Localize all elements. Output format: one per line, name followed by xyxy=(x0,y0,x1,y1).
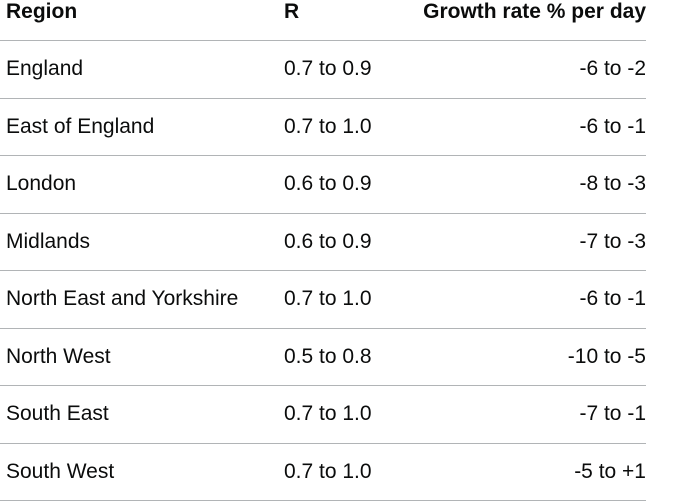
table-cell: 0.7 to 1.0 xyxy=(278,385,404,444)
header-row: Region R Growth rate % per day xyxy=(0,0,646,41)
table-row: South East 0.7 to 1.0 -7 to -1 xyxy=(0,385,646,444)
table-row: England 0.7 to 0.9 -6 to -2 xyxy=(0,40,646,99)
table-cell: -6 to -2 xyxy=(404,40,646,99)
table-row: Midlands 0.6 to 0.9 -7 to -3 xyxy=(0,213,646,271)
table-row: London 0.6 to 0.9 -8 to -3 xyxy=(0,155,646,214)
table-cell: -7 to -1 xyxy=(404,385,646,444)
table-row: North East and Yorkshire 0.7 to 1.0 -6 to … xyxy=(0,270,646,329)
table-row: South West 0.7 to 1.0 -5 to +1 xyxy=(0,443,646,501)
table-cell: -8 to -3 xyxy=(404,155,646,214)
table-cell: East of England xyxy=(0,98,278,156)
table-cell: 0.7 to 0.9 xyxy=(278,40,404,99)
table-cell: -10 to -5 xyxy=(404,328,646,386)
table-cell: North East and Yorkshire xyxy=(0,270,278,329)
table-cell: Midlands xyxy=(0,213,278,271)
table-cell: -6 to -1 xyxy=(404,98,646,156)
table-cell: -6 to -1 xyxy=(404,270,646,329)
table-cell: -5 to +1 xyxy=(404,443,646,501)
header-cell: Region xyxy=(0,0,278,41)
header-cell: Growth rate % per day xyxy=(404,0,646,41)
table-cell: London xyxy=(0,155,278,214)
table-row: East of England 0.7 to 1.0 -6 to -1 xyxy=(0,98,646,156)
table-cell: 0.7 to 1.0 xyxy=(278,443,404,501)
table-cell: South East xyxy=(0,385,278,444)
table-cell: -7 to -3 xyxy=(404,213,646,271)
data-table: Region R Growth rate % per day England 0.7 … xyxy=(0,0,646,501)
table-body: England 0.7 to 0.9 -6 to -2 East of England… xyxy=(0,40,646,501)
table-cell: 0.5 to 0.8 xyxy=(278,328,404,386)
table-cell: North West xyxy=(0,328,278,386)
table-row: North West 0.5 to 0.8 -10 to -5 xyxy=(0,328,646,386)
table-cell: England xyxy=(0,40,278,99)
table-cell: South West xyxy=(0,443,278,501)
table-cell: 0.7 to 1.0 xyxy=(278,98,404,156)
table-cell: 0.7 to 1.0 xyxy=(278,270,404,329)
table-cell: 0.6 to 0.9 xyxy=(278,155,404,214)
header-cell: R xyxy=(278,0,404,41)
table-cell: 0.6 to 0.9 xyxy=(278,213,404,271)
